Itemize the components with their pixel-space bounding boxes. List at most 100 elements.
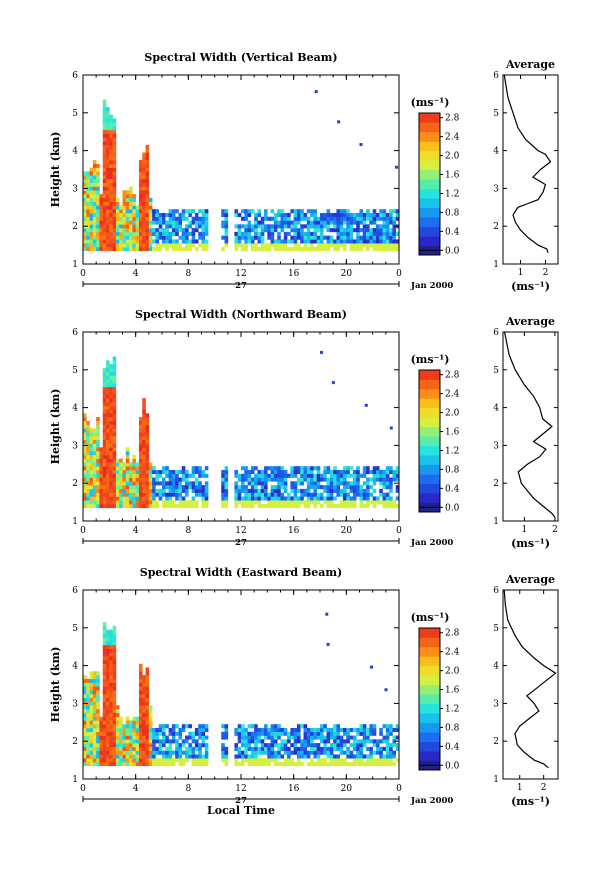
heatmap-cell <box>83 420 87 425</box>
heatmap-cell <box>356 750 360 755</box>
heatmap-cell <box>356 224 360 229</box>
heatmap-cell <box>109 367 113 372</box>
heatmap-cell <box>333 485 337 490</box>
heatmap-cell <box>138 167 143 172</box>
heatmap-cell <box>106 731 110 736</box>
heatmap-cell <box>83 477 87 482</box>
heatmap-cell <box>115 743 120 748</box>
heatmap-cell <box>375 231 380 236</box>
heatmap-cell <box>188 485 192 490</box>
heatmap-cell <box>178 216 183 221</box>
heatmap-cell <box>313 220 318 225</box>
heatmap-cell <box>270 735 275 740</box>
heatmap-cell <box>244 758 248 763</box>
heatmap-cell <box>148 720 153 725</box>
heatmap-cell <box>96 678 100 683</box>
heatmap-cell <box>125 727 130 733</box>
heatmap-cell <box>254 481 258 486</box>
heatmap-cell <box>221 731 225 736</box>
heatmap-cell <box>293 243 298 248</box>
heatmap-cell <box>204 503 209 509</box>
heatmap-cell <box>181 239 186 244</box>
heatmap-cell <box>296 246 301 252</box>
heatmap-cell <box>115 488 120 493</box>
heatmap-cell <box>138 424 143 429</box>
heatmap-cell <box>106 428 110 433</box>
heatmap-cell <box>257 761 262 767</box>
heatmap-cell <box>181 750 186 755</box>
heatmap-cell <box>270 485 275 490</box>
heatmap-cell <box>145 716 150 721</box>
heatmap-cell <box>273 500 278 505</box>
heatmap-cell <box>158 212 163 218</box>
heatmap-cell <box>316 485 321 490</box>
heatmap-cell <box>135 224 140 229</box>
heatmap-cell <box>320 746 324 751</box>
heatmap-cell <box>89 750 94 755</box>
heatmap-cell <box>96 220 100 225</box>
heatmap-cell <box>115 473 120 478</box>
heatmap-cell <box>369 492 373 497</box>
heatmap-cell <box>112 466 117 471</box>
heatmap-cell <box>106 686 110 691</box>
heatmap-cell <box>145 228 150 233</box>
heatmap-cell <box>277 761 281 767</box>
heatmap-cell <box>96 746 100 751</box>
heatmap-cell <box>221 224 225 229</box>
heatmap-cell <box>109 171 113 176</box>
heatmap-cell <box>145 454 150 459</box>
heatmap-cell <box>270 477 275 482</box>
heatmap-cell <box>145 469 150 475</box>
heatmap-cell <box>385 220 390 225</box>
heatmap-cell <box>237 231 242 236</box>
heatmap-cell <box>112 644 117 649</box>
heatmap-cell <box>267 492 271 497</box>
profile-x-label: (ms⁻¹) <box>511 537 550 550</box>
heatmap-cell <box>145 220 150 225</box>
heatmap-cell <box>346 473 350 478</box>
heatmap-cell <box>86 686 90 691</box>
heatmap-cell <box>92 246 97 252</box>
heatmap-cell <box>129 220 133 225</box>
heatmap-cell <box>83 458 87 463</box>
heatmap-cell <box>296 750 301 755</box>
heatmap-cell <box>102 246 107 252</box>
heatmap-cell <box>145 667 150 672</box>
heatmap-cell <box>112 439 117 444</box>
heatmap-cell <box>389 243 393 248</box>
heatmap-cell <box>138 727 143 733</box>
heatmap-cell <box>109 197 113 202</box>
heatmap-cell <box>96 182 100 187</box>
heatmap-cell <box>290 228 294 233</box>
heatmap-cell <box>125 496 130 501</box>
heatmap-cell <box>296 731 301 736</box>
heatmap-cell <box>92 182 97 187</box>
heatmap-cell <box>109 454 113 459</box>
heatmap-cell <box>375 235 380 240</box>
heatmap-cell <box>264 750 268 755</box>
heatmap-cell <box>99 500 104 505</box>
heatmap-cell <box>171 477 176 482</box>
heatmap-cell <box>349 496 354 501</box>
heatmap-cell <box>280 739 285 744</box>
heatmap-cell <box>333 735 337 740</box>
heatmap-cell <box>369 477 373 482</box>
heatmap-cell <box>132 216 136 221</box>
heatmap-cell <box>106 716 110 721</box>
heatmap-cell <box>89 693 94 699</box>
heatmap-cell <box>96 163 100 168</box>
heatmap-cell <box>162 500 166 505</box>
heatmap-cell <box>119 746 123 751</box>
heatmap-cell <box>283 500 288 505</box>
heatmap-cell <box>145 500 150 505</box>
heatmap-cell <box>300 496 304 501</box>
heatmap-cell <box>102 409 107 414</box>
heatmap-cell <box>152 216 156 221</box>
heatmap-cell <box>329 746 334 751</box>
heatmap-cell <box>145 451 150 456</box>
heatmap-cell <box>106 743 110 748</box>
heatmap-cell <box>171 488 176 493</box>
heatmap-cell <box>234 743 239 748</box>
heatmap-cell <box>83 212 87 218</box>
